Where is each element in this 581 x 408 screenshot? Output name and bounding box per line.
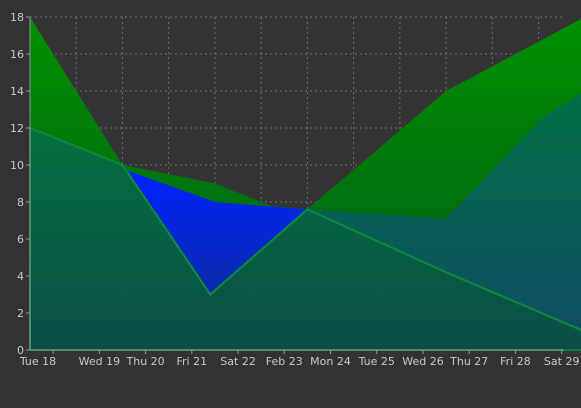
y-tick-label: 16: [10, 48, 24, 61]
y-tick-label: 4: [17, 270, 24, 283]
y-tick-label: 8: [17, 196, 24, 209]
y-tick-label: 2: [17, 307, 24, 320]
axes: 0 2 4 6 8 10 12 14 16 18 Tue 18 Wed 19 Thu 20 Fri 21 S…: [10, 11, 579, 368]
y-tick-label: 6: [17, 233, 24, 246]
x-tick-label: Wed 26: [402, 355, 443, 368]
series-blue-area: [122, 168, 308, 295]
x-tick-label: Tue 25: [358, 355, 395, 368]
y-tick-label: 0: [17, 344, 24, 357]
x-tick-label: Wed 19: [79, 355, 120, 368]
x-tick-label: Fri 28: [500, 355, 531, 368]
y-tick-label: 12: [10, 122, 24, 135]
x-tick-label: Sat 29: [544, 355, 580, 368]
x-tick-label: Feb 23: [266, 355, 303, 368]
x-tick-label: Sat 22: [220, 355, 256, 368]
x-tick-label: Fri 21: [177, 355, 208, 368]
y-tick-label: 18: [10, 11, 24, 24]
y-tick-label: 10: [10, 159, 24, 172]
x-tick-label: Mon 24: [310, 355, 351, 368]
series-layer: [29, 17, 581, 351]
x-tick-label: Thu 27: [449, 355, 488, 368]
x-tick-label: Thu 20: [126, 355, 165, 368]
x-tick-label: Tue 18: [19, 355, 56, 368]
y-tick-label: 14: [10, 85, 24, 98]
series-front-line: [29, 127, 581, 331]
